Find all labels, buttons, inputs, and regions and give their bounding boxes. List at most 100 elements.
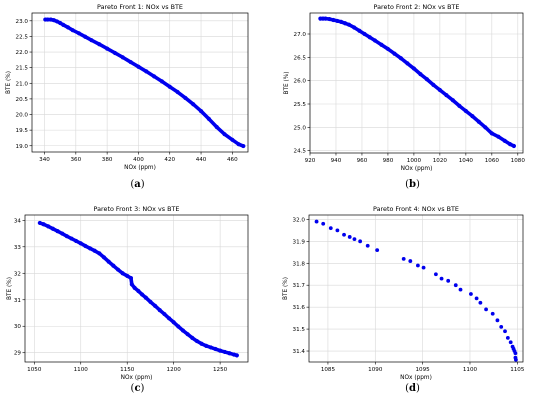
x-tick-label: 1080 — [511, 158, 526, 164]
y-tick-label: 20.5 — [16, 97, 29, 103]
x-tick-label: 1090 — [368, 367, 383, 373]
x-tick-label: 1105 — [510, 367, 525, 373]
y-tick-label: 34 — [14, 218, 22, 224]
subfigure-label-c: (c) — [130, 383, 145, 394]
x-tick-label: 920 — [305, 158, 316, 164]
data-point — [421, 265, 426, 270]
data-point — [484, 307, 488, 312]
data-point — [375, 248, 380, 253]
y-tick-label: 23.0 — [16, 19, 29, 25]
data-point — [469, 292, 473, 296]
data-point — [352, 237, 357, 242]
scatter-chart-4: 1085 1090 1095 1100 1105 31.4 31.5 31.6 31.7 31.8… — [283, 205, 525, 381]
plot-frame — [308, 214, 524, 363]
data-point — [458, 287, 463, 292]
plot-frame — [24, 214, 249, 363]
y-tick-label: 29 — [14, 351, 22, 357]
data-point — [453, 283, 458, 288]
pareto-front-series — [38, 221, 239, 358]
scatter-chart-1: 340 360 380 400 420 440 460 19.0 19.5 20.0 20.5 21.… — [6, 3, 249, 171]
y-axis-label: BTE (%) — [284, 71, 290, 94]
x-tick-label: 1085 — [321, 367, 336, 373]
data-point — [433, 272, 438, 277]
x-tick-label: 1095 — [416, 367, 431, 373]
data-point — [505, 335, 510, 340]
y-tick-label: 26.5 — [294, 55, 307, 61]
x-tick-label: 1150 — [120, 367, 135, 373]
subfigure-label-b: (b) — [405, 179, 420, 190]
chart-panel-4: 1085 1090 1095 1100 1105 31.4 31.5 31.6 31.7 31.8… — [275, 200, 550, 401]
data-point — [439, 276, 444, 281]
x-tick-label: 380 — [102, 157, 113, 163]
y-tick-label: 19.5 — [16, 128, 29, 134]
y-tick-label: 21.0 — [16, 81, 29, 87]
subfigure-label-a: (a) — [130, 179, 145, 190]
y-tick-label: 32 — [14, 271, 21, 277]
x-tick-label: 1250 — [213, 367, 228, 373]
subfigure-label-d: (d) — [405, 383, 420, 394]
data-point — [446, 278, 451, 283]
x-tick-label: 1040 — [459, 158, 474, 164]
y-tick-label: 25.5 — [294, 102, 307, 108]
y-tick-label: 22.0 — [16, 50, 29, 56]
data-point — [513, 351, 518, 356]
x-tick-label: 1060 — [485, 158, 500, 164]
plot-frame — [309, 12, 524, 154]
x-axis-label: NOx (ppm) — [400, 375, 432, 381]
y-tick-label: 31.6 — [293, 305, 306, 311]
y-tick-label: 24.5 — [294, 149, 307, 155]
data-point — [358, 239, 363, 244]
y-tick-label: 31.9 — [293, 239, 306, 245]
pareto-front-series — [43, 17, 246, 148]
data-point — [474, 296, 479, 301]
data-point — [347, 235, 352, 239]
data-point — [513, 357, 518, 362]
x-tick-label: 360 — [70, 157, 81, 163]
x-tick-label: 460 — [227, 157, 238, 163]
x-tick-label: 400 — [133, 157, 144, 163]
chart-title: Pareto Front 1: NOx vs BTE — [97, 3, 183, 11]
y-axis-label: BTE (%) — [6, 71, 12, 94]
y-tick-label: 20.0 — [16, 113, 29, 119]
chart-panel-2: 920 940 960 980 1000 1020 1040 1060 1080 24.5 25.0… — [275, 0, 550, 200]
y-tick-label: 26.0 — [294, 79, 307, 85]
data-point — [335, 228, 340, 233]
y-tick-label: 25.0 — [294, 125, 307, 131]
data-point — [478, 300, 483, 305]
y-tick-label: 27.0 — [294, 32, 307, 38]
y-tick-label: 31.4 — [293, 349, 306, 355]
y-axis-label: BTE (%) — [7, 277, 13, 300]
x-tick-label: 940 — [331, 158, 342, 164]
chart-panel-1: 340 360 380 400 420 440 460 19.0 19.5 20.0 20.5 21.… — [0, 0, 275, 200]
data-point — [490, 311, 495, 316]
y-axis-label: BTE (%) — [283, 277, 289, 300]
data-point — [365, 243, 370, 248]
chart-title: Pareto Front 4: NOx vs BTE — [373, 205, 459, 213]
y-tick-label: 31 — [14, 298, 22, 304]
x-tick-label: 980 — [383, 158, 394, 164]
data-point — [495, 318, 500, 323]
data-point — [328, 226, 333, 231]
x-tick-label: 340 — [39, 157, 50, 163]
x-axis-label: NOx (ppm) — [401, 166, 433, 172]
x-tick-label: 1100 — [74, 367, 89, 373]
y-tick-label: 30 — [14, 324, 22, 330]
data-point — [314, 219, 319, 224]
data-point — [499, 324, 504, 329]
pareto-front-series — [318, 16, 516, 148]
y-tick-label: 19.0 — [16, 144, 29, 150]
x-axis-label: NOx (ppm) — [121, 375, 153, 381]
data-point — [503, 329, 507, 334]
chart-panel-3: 1050 1100 1150 1200 1250 29 30 31 32 33 34 Pareto F… — [0, 200, 275, 401]
x-axis-label: NOx (ppm) — [124, 165, 156, 171]
data-point — [415, 263, 420, 268]
chart-title: Pareto Front 2: NOx vs BTE — [374, 3, 460, 11]
y-tick-label: 31.5 — [293, 327, 306, 333]
data-point — [321, 221, 326, 226]
y-tick-label: 31.7 — [293, 283, 306, 289]
y-tick-label: 32.0 — [293, 217, 306, 223]
x-tick-label: 420 — [164, 157, 175, 163]
data-point — [508, 340, 513, 345]
y-tick-label: 31.8 — [293, 261, 306, 267]
x-tick-label: 1000 — [407, 158, 422, 164]
